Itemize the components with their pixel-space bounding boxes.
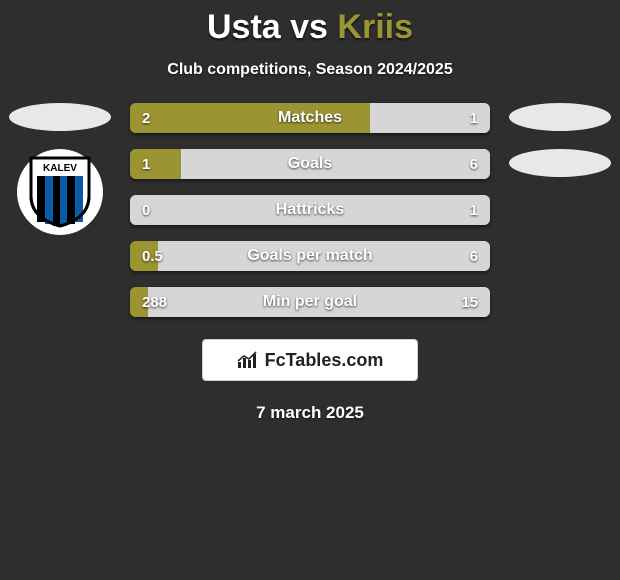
left-side: KALEV xyxy=(0,103,120,333)
stat-label: Goals xyxy=(130,149,490,179)
stat-row: Goals per match0.5 6 xyxy=(130,241,490,271)
logo-text: KALEV xyxy=(43,163,77,174)
stat-value-player2: 1 xyxy=(470,195,478,225)
stat-row: Min per goal288 15 xyxy=(130,287,490,317)
brand-badge: FcTables.com xyxy=(202,339,418,381)
stat-value-player2: 1 xyxy=(470,103,478,133)
stat-label: Hattricks xyxy=(130,195,490,225)
subtitle: Club competitions, Season 2024/2025 xyxy=(167,61,452,79)
title-vs: vs xyxy=(290,8,328,46)
stat-value-player1: 0 xyxy=(142,195,150,225)
stat-row: Goals1 6 xyxy=(130,149,490,179)
stat-value-player1: 1 xyxy=(142,149,150,179)
bar-chart-icon xyxy=(237,351,259,369)
stat-row: Matches2 1 xyxy=(130,103,490,133)
content: KALEV Matches21Goals16Hattricks01Goals p… xyxy=(0,103,620,333)
stat-label: Goals per match xyxy=(130,241,490,271)
page-title: Usta vs Kriis xyxy=(207,8,413,47)
player2-oval-2 xyxy=(509,149,611,177)
stat-bars: Matches21Goals16Hattricks01Goals per mat… xyxy=(120,103,500,333)
stat-label: Min per goal xyxy=(130,287,490,317)
stat-value-player2: 6 xyxy=(470,241,478,271)
stat-value-player2: 6 xyxy=(470,149,478,179)
stat-value-player1: 2 xyxy=(142,103,150,133)
date: 7 march 2025 xyxy=(256,403,364,423)
player2-oval-1 xyxy=(509,103,611,131)
title-player2: Kriis xyxy=(337,8,413,46)
brand-text: FcTables.com xyxy=(265,350,384,371)
stat-value-player2: 15 xyxy=(461,287,478,317)
stat-value-player1: 288 xyxy=(142,287,167,317)
right-side xyxy=(500,103,620,333)
club-logo: KALEV xyxy=(17,149,103,235)
stat-label: Matches xyxy=(130,103,490,133)
stat-value-player1: 0.5 xyxy=(142,241,163,271)
player1-oval xyxy=(9,103,111,131)
title-player1: Usta xyxy=(207,8,281,46)
kalev-shield-icon: KALEV xyxy=(29,156,91,228)
stat-row: Hattricks0 1 xyxy=(130,195,490,225)
